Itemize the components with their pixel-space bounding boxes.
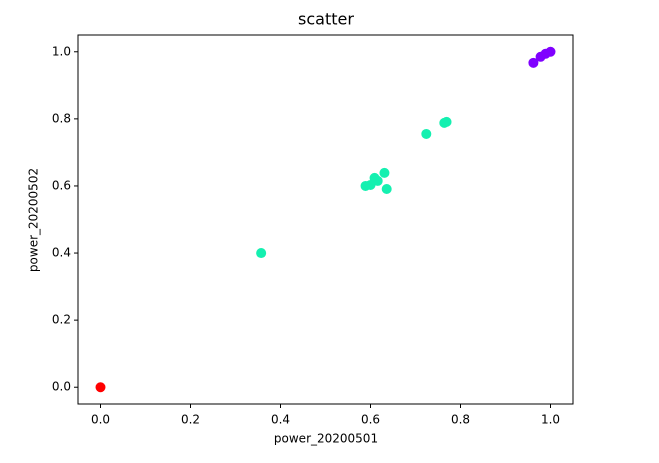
y-axis-label: power_20200502	[27, 168, 41, 272]
y-tick-label: 0.4	[52, 246, 71, 260]
point	[372, 175, 383, 186]
x-tick-label: 0.0	[91, 413, 110, 427]
point	[381, 183, 392, 194]
y-tick-label: 0.2	[52, 313, 71, 327]
point	[256, 248, 267, 259]
y-tick-label: 0.6	[52, 178, 71, 192]
y-tick-label: 0.0	[52, 380, 71, 394]
x-tick-label: 0.2	[181, 413, 200, 427]
chart-title: scatter	[298, 10, 354, 29]
plot-frame	[77, 34, 574, 405]
point	[95, 382, 106, 393]
x-tick-label: 0.4	[271, 413, 290, 427]
point	[441, 116, 452, 127]
point	[528, 57, 539, 68]
point	[421, 128, 432, 139]
point	[545, 46, 556, 57]
x-tick-label: 1.0	[541, 413, 560, 427]
point	[379, 167, 390, 178]
x-axis-label: power_20200501	[274, 432, 378, 446]
x-tick-label: 0.8	[451, 413, 470, 427]
x-tick-label: 0.6	[361, 413, 380, 427]
y-tick-label: 1.0	[52, 44, 71, 58]
y-tick-label: 0.8	[52, 111, 71, 125]
